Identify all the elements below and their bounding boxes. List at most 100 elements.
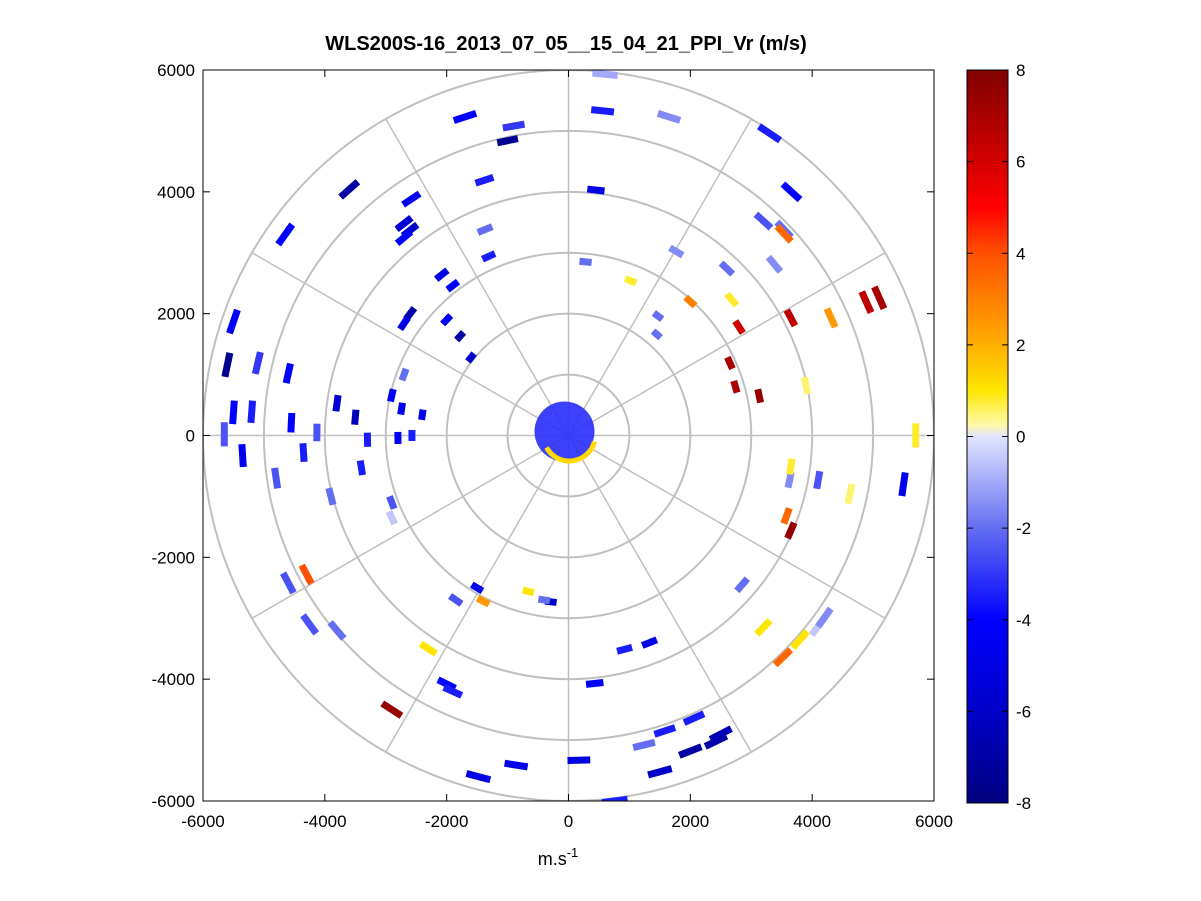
center-cluster bbox=[534, 401, 597, 464]
colorbar-tick-label: 4 bbox=[1016, 244, 1025, 263]
colorbar-tick-label: 6 bbox=[1016, 153, 1025, 172]
data-point bbox=[287, 412, 296, 433]
data-point bbox=[656, 110, 682, 124]
radial-line bbox=[251, 252, 569, 437]
data-point bbox=[784, 521, 798, 540]
velocity-points bbox=[220, 70, 920, 801]
data-point bbox=[732, 319, 746, 335]
x-tick-label: -6000 bbox=[181, 812, 224, 831]
x-tick-label: 2000 bbox=[671, 812, 709, 831]
data-point bbox=[815, 606, 834, 629]
data-point bbox=[327, 620, 347, 641]
data-point bbox=[386, 495, 398, 510]
data-point bbox=[387, 388, 397, 403]
x-tick-label: 0 bbox=[564, 812, 573, 831]
data-point bbox=[332, 394, 342, 412]
data-point bbox=[730, 379, 741, 394]
data-point bbox=[653, 724, 677, 738]
data-point bbox=[823, 307, 839, 329]
center-cluster-core bbox=[534, 401, 595, 462]
center-cluster-arc bbox=[544, 440, 597, 464]
y-tick-label: 0 bbox=[186, 427, 195, 446]
data-point bbox=[238, 443, 247, 468]
colorbar-tick-label: -2 bbox=[1016, 519, 1031, 538]
data-point bbox=[465, 351, 477, 364]
data-point bbox=[592, 70, 619, 80]
y-tick-label: -2000 bbox=[152, 548, 195, 567]
data-point bbox=[299, 443, 308, 463]
data-point bbox=[351, 409, 360, 425]
data-point bbox=[754, 388, 764, 404]
data-point bbox=[275, 222, 296, 247]
data-point bbox=[504, 759, 529, 771]
data-point bbox=[623, 275, 638, 287]
data-point bbox=[394, 229, 414, 246]
data-point bbox=[754, 618, 773, 637]
radial-lines bbox=[203, 70, 934, 801]
data-point bbox=[567, 756, 591, 765]
data-point bbox=[774, 223, 794, 244]
data-point bbox=[678, 743, 703, 759]
data-point bbox=[474, 173, 495, 187]
y-tick-label: 4000 bbox=[157, 183, 195, 202]
data-point bbox=[683, 294, 698, 309]
data-point bbox=[442, 684, 464, 699]
data-point bbox=[445, 278, 461, 293]
y-tick-label: 6000 bbox=[157, 61, 195, 80]
data-point bbox=[521, 586, 535, 597]
data-point bbox=[247, 400, 257, 424]
data-point bbox=[537, 595, 551, 605]
chart-title: WLS200S-16_2013_07_05__15_04_21_PPI_Vr (… bbox=[325, 33, 806, 55]
data-point bbox=[385, 510, 398, 526]
data-point bbox=[647, 765, 673, 779]
data-point bbox=[844, 483, 856, 505]
data-point bbox=[786, 458, 796, 475]
data-point bbox=[708, 725, 733, 743]
colorbar-tick-label: 0 bbox=[1016, 428, 1025, 447]
data-point bbox=[813, 470, 824, 490]
data-point bbox=[401, 190, 422, 208]
data-point bbox=[734, 576, 750, 594]
data-point bbox=[398, 367, 410, 382]
data-point bbox=[579, 257, 592, 266]
data-point bbox=[419, 640, 438, 657]
colorbar-tick-label: -6 bbox=[1016, 702, 1031, 721]
data-point bbox=[871, 285, 888, 311]
data-point bbox=[251, 351, 264, 375]
data-point bbox=[784, 471, 795, 489]
data-point bbox=[298, 563, 315, 586]
colorbar-tick-label: 2 bbox=[1016, 336, 1025, 355]
x-axis-label-superscript: -1 bbox=[567, 845, 579, 860]
data-point bbox=[452, 109, 478, 124]
radial-line bbox=[568, 252, 886, 437]
data-point bbox=[651, 310, 665, 323]
x-tick-label: -2000 bbox=[425, 812, 468, 831]
data-point bbox=[394, 214, 414, 233]
data-point bbox=[783, 308, 799, 328]
radial-line bbox=[251, 434, 569, 619]
colorbar-ticks: 8 6 4 2 0 -2 -4 -6 -8 bbox=[967, 61, 1031, 813]
data-point bbox=[440, 313, 454, 327]
colorbar-tick-label: 8 bbox=[1016, 61, 1025, 80]
data-point bbox=[585, 679, 604, 688]
x-axis-label: m.s-1 bbox=[538, 845, 579, 869]
data-point bbox=[586, 185, 605, 195]
x-tick-label: 4000 bbox=[793, 812, 831, 831]
data-point bbox=[338, 179, 361, 200]
data-point bbox=[229, 400, 238, 425]
data-point bbox=[502, 120, 526, 132]
data-point bbox=[682, 710, 706, 726]
data-point bbox=[780, 507, 793, 525]
data-point bbox=[475, 595, 491, 608]
y-tick-label: -6000 bbox=[152, 792, 195, 811]
data-point bbox=[469, 581, 485, 594]
data-point bbox=[772, 647, 794, 668]
data-point bbox=[454, 330, 467, 343]
data-point bbox=[724, 355, 736, 371]
data-point bbox=[418, 409, 427, 421]
radial-line bbox=[568, 434, 886, 619]
data-point bbox=[481, 250, 497, 263]
data-point bbox=[325, 487, 337, 506]
data-point bbox=[668, 244, 685, 259]
